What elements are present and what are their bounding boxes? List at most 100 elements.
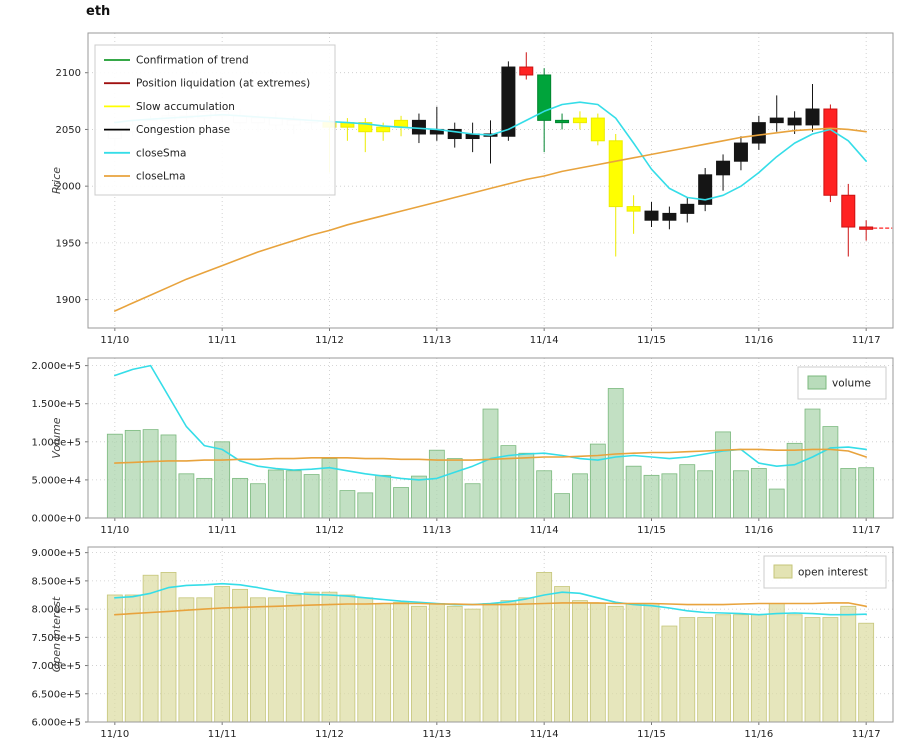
bar [643, 474, 660, 519]
y-tick-label: 2.000e+5 [31, 361, 81, 372]
legend-label: open interest [798, 567, 868, 579]
candle-body [662, 212, 677, 221]
candle-body [733, 142, 748, 162]
bar [375, 474, 392, 519]
legend-label: Congestion phase [136, 124, 230, 136]
bar [679, 464, 696, 519]
candle-body [376, 126, 391, 133]
candle-body [823, 108, 838, 196]
bar [661, 473, 678, 519]
candle-body [358, 122, 373, 133]
y-tick-label: 7.000e+5 [31, 661, 81, 672]
y-tick-label: 2050 [56, 125, 81, 136]
candle-body [787, 117, 802, 126]
x-tick-label: 11/11 [208, 525, 237, 536]
y-axis-label: Volume [50, 417, 63, 458]
y-tick-label: 2000 [56, 182, 81, 193]
x-tick-label: 11/17 [852, 335, 881, 346]
bar [733, 470, 749, 519]
x-tick-label: 11/13 [422, 525, 451, 536]
bar [106, 433, 123, 519]
candle-body [751, 122, 766, 144]
candle-body [626, 206, 641, 212]
bar [733, 614, 749, 723]
oiLma-line [114, 602, 868, 616]
price-legend: Confirmation of trend Position liquidatio… [94, 44, 336, 196]
x-tick-label: 11/16 [744, 525, 773, 536]
x-tick-label: 11/15 [637, 729, 666, 740]
candle-body [411, 119, 426, 135]
bar [518, 597, 535, 723]
bar [285, 594, 302, 723]
bar [428, 603, 445, 723]
candle-body [716, 160, 731, 176]
bar [482, 603, 499, 723]
x-tick-label: 11/11 [208, 729, 237, 740]
bar [697, 470, 714, 519]
legend-swatch-patch [773, 564, 793, 579]
bar [589, 603, 606, 723]
bar [375, 603, 392, 723]
bar [232, 477, 248, 519]
bar [643, 603, 660, 723]
bar [482, 408, 499, 519]
x-tick-label: 11/14 [530, 729, 559, 740]
bar [804, 408, 821, 519]
bar [357, 492, 374, 519]
bar [786, 442, 803, 519]
bar [160, 572, 177, 723]
y-tick-label: 1.500e+5 [31, 399, 81, 410]
bar [232, 588, 248, 723]
bar [303, 474, 320, 519]
bar [464, 608, 481, 723]
bar [625, 465, 642, 519]
bar [750, 468, 767, 519]
bar [840, 605, 857, 723]
x-tick-label: 11/15 [637, 335, 666, 346]
bar [536, 470, 553, 519]
price-panel: 1900 1950 2000 2050 2100 11/10 11/11 11/12 11/13… [50, 32, 894, 346]
candle-body [608, 140, 623, 208]
x-tick-label: 11/12 [315, 335, 344, 346]
bar [411, 475, 427, 519]
closeLma-line [114, 127, 868, 312]
y-tick-label: 1900 [56, 295, 81, 306]
candle-body [537, 74, 552, 121]
bar [178, 597, 195, 723]
bar [840, 468, 857, 519]
x-tick-label: 11/13 [422, 335, 451, 346]
bar [786, 614, 803, 723]
bar [518, 452, 535, 519]
y-axis-label: Open Interest [50, 596, 63, 672]
legend-label: closeSma [136, 147, 186, 159]
bar [411, 605, 427, 723]
legend-swatch-patch [807, 375, 827, 390]
bar [572, 473, 588, 519]
y-tick-label: 0.000e+0 [31, 514, 81, 525]
bar [250, 597, 266, 723]
x-tick-label: 11/10 [100, 335, 129, 346]
candle-body [859, 226, 874, 230]
bar [607, 605, 624, 723]
open_interest-panel: 6.000e+5 6.500e+5 7.000e+5 7.500e+5 8.000e+5… [31, 546, 894, 740]
candle-body [447, 128, 462, 140]
y-tick-label: 1.000e+5 [31, 437, 81, 448]
candle-body [698, 174, 713, 205]
bar [697, 617, 714, 723]
y-tick-label: 6.500e+5 [31, 689, 81, 700]
bar [500, 600, 517, 723]
x-tick-label: 11/16 [744, 729, 773, 740]
bar [768, 603, 785, 723]
plot-frame [87, 32, 894, 329]
bar [554, 586, 570, 723]
bar [393, 487, 409, 519]
candle-body [590, 117, 605, 142]
bar [196, 477, 213, 519]
candle-body [680, 203, 695, 214]
y-tick-label: 8.000e+5 [31, 605, 81, 616]
candle-body [769, 117, 784, 124]
volume-legend: volume [797, 366, 887, 400]
volume-bars [106, 388, 875, 519]
bar [661, 625, 678, 723]
x-tick-label: 11/10 [100, 729, 129, 740]
